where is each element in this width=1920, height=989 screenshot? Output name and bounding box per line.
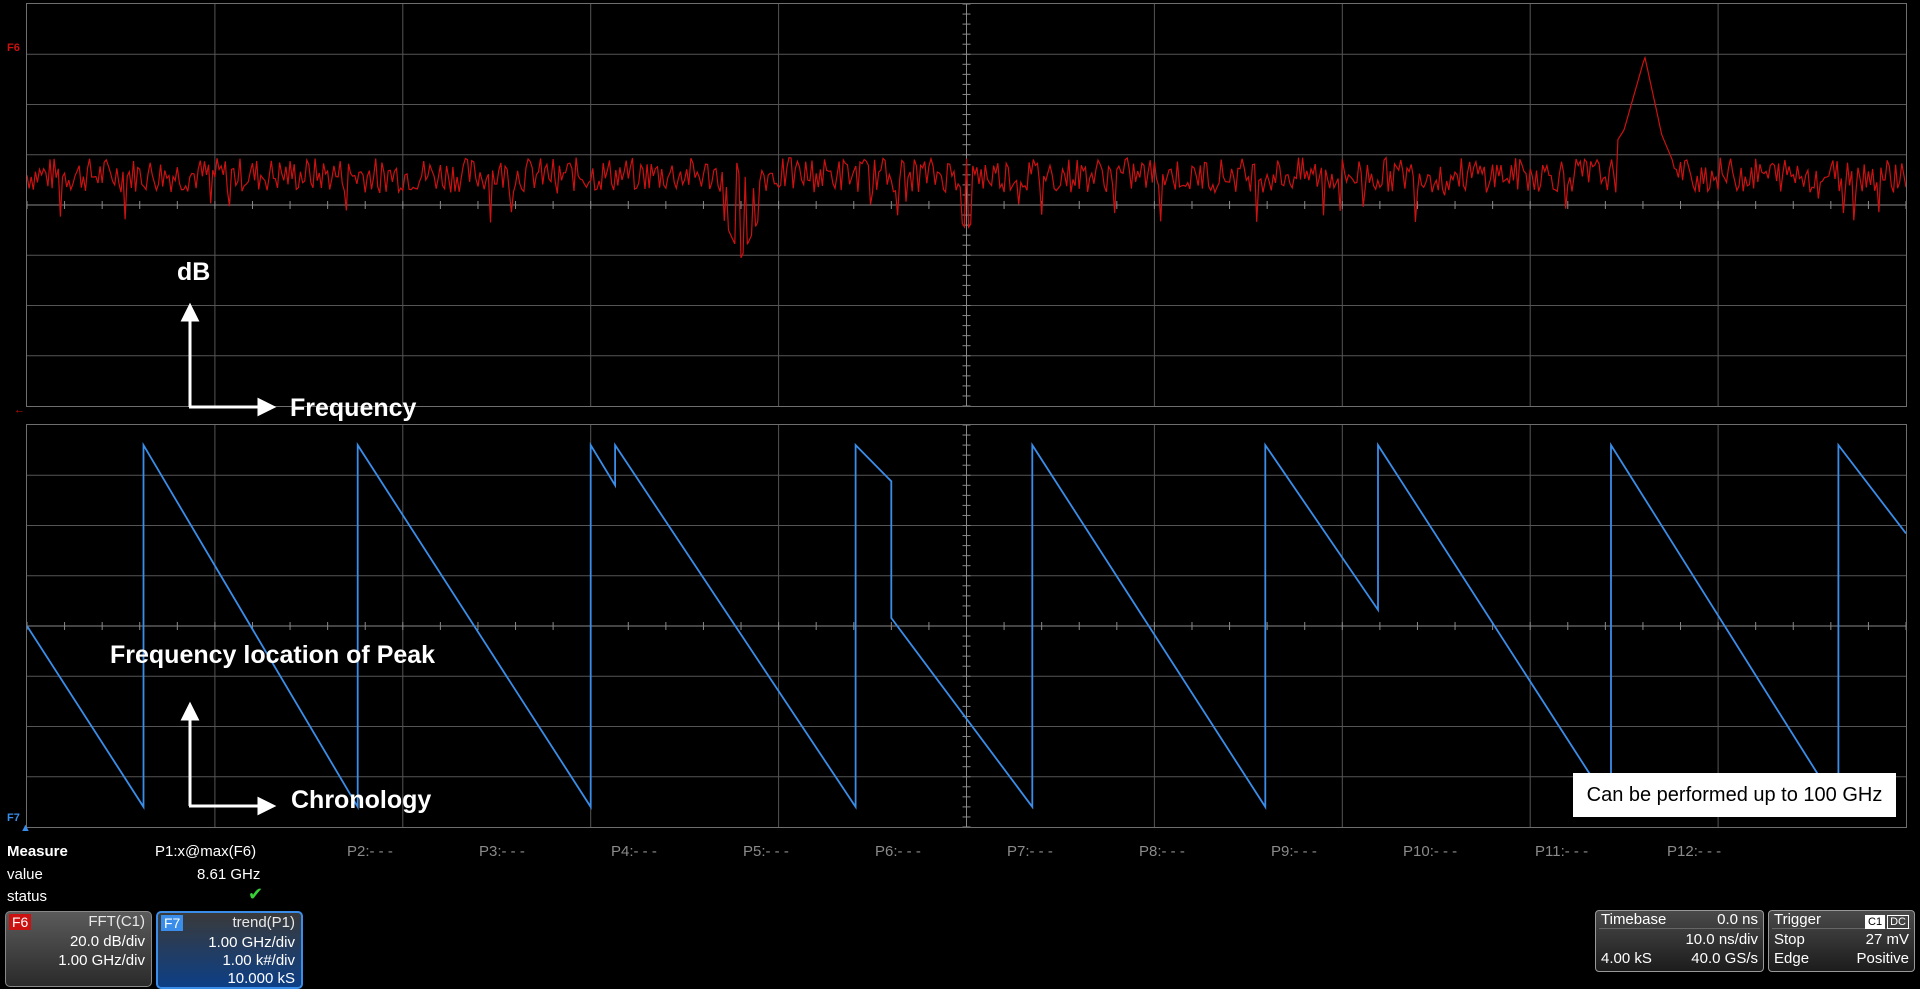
timebase-label: Timebase	[1601, 911, 1667, 928]
trigger-label: Trigger	[1774, 911, 1821, 928]
x-axis-label-frequency: Frequency	[290, 394, 417, 422]
param-p1-label[interactable]: P1:x@max(F6)	[155, 843, 257, 860]
f7-hdiv: 1.00 k#/div	[222, 952, 295, 969]
f7-tag: F7	[161, 915, 184, 931]
f6-vdiv: 20.0 dB/div	[69, 933, 145, 950]
f6-hdiv: 1.00 GHz/div	[58, 952, 145, 969]
param-placeholder[interactable]: P12:- - -	[1667, 843, 1722, 860]
timebase-samples: 4.00 kS	[1601, 950, 1652, 967]
param-placeholder[interactable]: P3:- - -	[479, 843, 525, 860]
timebase-tdiv: 10.0 ns/div	[1685, 931, 1758, 948]
f6-offset-marker[interactable]: ←	[14, 404, 25, 416]
timebase-delay: 0.0 ns	[1717, 911, 1758, 928]
measure-status-row-label: status	[7, 888, 48, 905]
f7-ground-marker[interactable]: ▲	[20, 822, 31, 834]
measure-header[interactable]: Measure	[7, 843, 68, 860]
trigger-source-badge: C1 DC	[1863, 912, 1909, 929]
timebase-box[interactable]: Timebase 0.0 ns 10.0 ns/div 4.00 kS 40.0…	[1595, 910, 1764, 972]
param-placeholder[interactable]: P2:- - -	[347, 843, 393, 860]
param-placeholder[interactable]: P10:- - -	[1403, 843, 1458, 860]
f6-tag: F6	[9, 914, 32, 930]
graticule	[27, 425, 1906, 827]
timebase-rate: 40.0 GS/s	[1691, 950, 1758, 967]
f7-channel-marker[interactable]: F7	[7, 812, 20, 824]
y-axis-label: dB	[177, 258, 211, 286]
timebase-header: Timebase 0.0 ns	[1599, 911, 1760, 929]
f6-channel-marker[interactable]: F6	[7, 42, 20, 54]
trigger-box[interactable]: Trigger C1 DC Stop 27 mV Edge Positive	[1768, 910, 1915, 972]
trigger-level: 27 mV	[1865, 931, 1909, 948]
fft-plot	[27, 4, 1906, 406]
param-p1-value: 8.61 GHz	[197, 866, 261, 883]
trigger-slope: Positive	[1856, 950, 1909, 967]
f6-descriptor-box[interactable]: F6 FFT(C1) 20.0 dB/div 1.00 GHz/div	[5, 911, 152, 987]
check-icon: ✔	[248, 884, 264, 904]
trend-grid[interactable]	[26, 424, 1907, 828]
fft-grid[interactable]	[26, 3, 1907, 407]
f7-samples: 10.000 kS	[227, 970, 295, 987]
trigger-header: Trigger C1 DC	[1772, 911, 1911, 929]
f7-descriptor-box[interactable]: F7 trend(P1) 1.00 GHz/div 1.00 k#/div 10…	[156, 911, 303, 989]
trend-trace	[27, 441, 1906, 811]
fft-trace	[27, 55, 1906, 259]
measure-value-row-label: value	[7, 866, 43, 883]
graticule	[27, 4, 1906, 406]
param-placeholder[interactable]: P11:- - -	[1535, 843, 1589, 860]
f7-vdiv: 1.00 GHz/div	[208, 934, 295, 951]
trigger-type: Edge	[1774, 950, 1810, 967]
param-placeholder[interactable]: P6:- - -	[875, 843, 921, 860]
f6-name: FFT(C1)	[88, 913, 145, 930]
trend-label: Frequency location of Peak	[110, 641, 436, 669]
trigger-coupling: DC	[1887, 915, 1909, 929]
trend-plot	[27, 425, 1906, 827]
trigger-source: C1	[1865, 915, 1886, 929]
x-axis-label-chronology: Chronology	[291, 786, 432, 814]
param-placeholder[interactable]: P7:- - -	[1007, 843, 1053, 860]
f7-name: trend(P1)	[232, 914, 295, 931]
trigger-mode: Stop	[1774, 931, 1805, 948]
param-placeholder[interactable]: P8:- - -	[1139, 843, 1185, 860]
param-placeholder[interactable]: P5:- - -	[743, 843, 789, 860]
note-box: Can be performed up to 100 GHz	[1573, 773, 1896, 817]
param-placeholder[interactable]: P9:- - -	[1271, 843, 1317, 860]
param-placeholder[interactable]: P4:- - -	[611, 843, 657, 860]
